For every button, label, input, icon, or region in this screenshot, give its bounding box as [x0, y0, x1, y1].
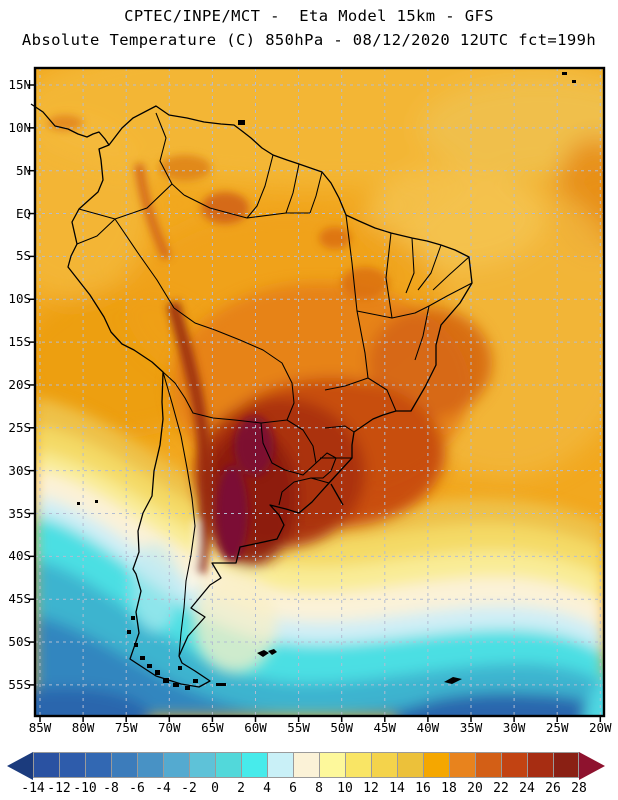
- colorbar-box: [267, 752, 293, 778]
- colorbar-tick-label: 0: [211, 781, 219, 796]
- lat-tick-label: 50S: [8, 634, 31, 650]
- lon-tick-label: 70W: [158, 720, 181, 735]
- colorbar-box: [553, 752, 579, 778]
- colorbar-box: [449, 752, 475, 778]
- map-frame-border: [33, 66, 606, 718]
- colorbar-tick-label: 4: [263, 781, 271, 796]
- lon-tick-label: 45W: [373, 720, 397, 735]
- colorbar-left-arrow: [7, 752, 33, 780]
- lon-tick-label: 75W: [114, 720, 138, 735]
- colorbar-box: [33, 752, 59, 778]
- lon-tick-label: 60W: [244, 720, 267, 735]
- lon-tick-label: 35W: [459, 720, 483, 735]
- lat-tick-label: 5N: [15, 162, 31, 178]
- colorbar-box: [163, 752, 189, 778]
- lon-tick-label: 25W: [545, 720, 569, 735]
- lon-tick-label: 65W: [201, 720, 224, 735]
- lat-tick-label: 20S: [8, 376, 31, 392]
- lat-tick-label: 40S: [8, 548, 31, 564]
- colorbar-box: [475, 752, 501, 778]
- colorbar-tick-label: 12: [363, 781, 379, 796]
- colorbar-box: [527, 752, 553, 778]
- lat-tick-label: 15N: [8, 77, 31, 92]
- lat-tick-label: 35S: [8, 505, 31, 521]
- colorbar-box: [85, 752, 111, 778]
- temperature-colorbar: [7, 752, 605, 780]
- colorbar-tick-label: -6: [129, 781, 145, 796]
- lat-tick-label: EQ: [15, 205, 31, 221]
- colorbar-tick-label: 20: [467, 781, 483, 796]
- lat-tick-label: 25S: [8, 419, 31, 435]
- colorbar-box: [189, 752, 215, 778]
- colorbar-box: [319, 752, 345, 778]
- lon-tick-label: 50W: [330, 720, 353, 735]
- colorbar-box: [59, 752, 85, 778]
- colorbar-tick-label: 10: [337, 781, 353, 796]
- temperature-map-svg: [28, 66, 606, 722]
- grid-lines: [35, 68, 604, 716]
- coastline: [30, 103, 473, 688]
- lon-tick-label: 85W: [28, 720, 52, 735]
- colorbar-box: [241, 752, 267, 778]
- colorbar-box: [423, 752, 449, 778]
- colorbar-box: [371, 752, 397, 778]
- page-subtitle: Absolute Temperature (C) 850hPa - 08/12/…: [21, 31, 597, 49]
- colorbar-labels: -14 -12 -10 -8 -6 -4 -2 0 2 4 6 8 10 12 14 16 18 20 22 24 26…: [7, 781, 611, 797]
- country-borders: [76, 112, 473, 657]
- lat-tick-label: 55S: [8, 676, 31, 692]
- colorbar-tick-label: 16: [415, 781, 431, 796]
- colorbar-tick-label: -4: [155, 781, 171, 796]
- lat-tick-label: 5S: [15, 248, 31, 264]
- colorbar-tick-label: 8: [315, 781, 323, 796]
- temperature-field: [35, 68, 604, 716]
- colorbar-tick-label: 22: [493, 781, 509, 796]
- colorbar-tick-label: -10: [73, 781, 97, 796]
- colorbar-tick-label: 28: [571, 781, 587, 796]
- colorbar-box: [137, 752, 163, 778]
- colorbar-box: [293, 752, 319, 778]
- colorbar-tick-label: -2: [181, 781, 197, 796]
- lon-tick-label: 80W: [71, 720, 95, 735]
- colorbar-box: [215, 752, 241, 778]
- colorbar-tick-label: 26: [545, 781, 561, 796]
- lat-tick-label: 10S: [8, 291, 31, 307]
- lon-tick-label: 55W: [287, 720, 310, 735]
- lon-tick-label: 30W: [502, 720, 526, 735]
- colorbar-tick-label: 2: [237, 781, 245, 796]
- colorbar-box: [501, 752, 527, 778]
- colorbar-boxes: [33, 752, 579, 780]
- colorbar-tick-label: 6: [289, 781, 297, 796]
- lat-tick-label: 30S: [8, 462, 31, 478]
- colorbar-tick-label: -14: [21, 781, 45, 796]
- colorbar-tick-label: 18: [441, 781, 457, 796]
- colorbar-right-arrow: [579, 752, 605, 780]
- lat-tick-label: 45S: [8, 591, 31, 607]
- colorbar-tick-label: 14: [389, 781, 405, 796]
- lon-tick-label: 20W: [589, 720, 612, 735]
- lat-tick-label: 15S: [8, 334, 31, 350]
- colorbar-box: [397, 752, 423, 778]
- map-canvas: [28, 66, 606, 722]
- page-title: CPTEC/INPE/MCT - Eta Model 15km - GFS: [124, 7, 494, 25]
- colorbar-box: [345, 752, 371, 778]
- colorbar-tick-label: 24: [519, 781, 535, 796]
- lon-tick-label: 40W: [416, 720, 440, 735]
- colorbar-tick-label: -12: [47, 781, 71, 796]
- lat-tick-label: 10N: [8, 119, 31, 135]
- colorbar-tick-label: -8: [103, 781, 119, 796]
- islands: [77, 72, 576, 690]
- colorbar-box: [111, 752, 137, 778]
